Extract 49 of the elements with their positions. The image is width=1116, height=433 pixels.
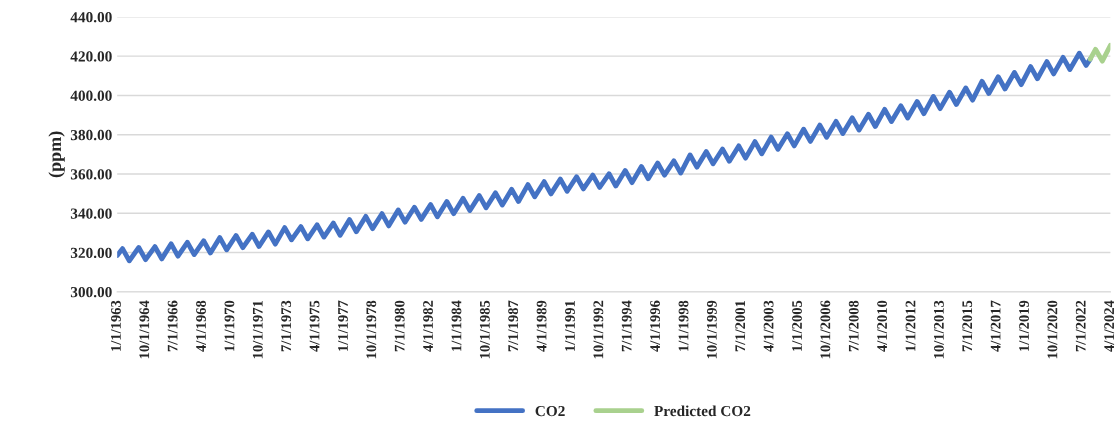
- y-tick-label: 380.00: [70, 129, 112, 141]
- x-tick-label: 10/1/2006: [820, 300, 831, 359]
- x-tick-label: 1/1/1963: [111, 300, 121, 351]
- y-tick-label: 420.00: [70, 51, 112, 62]
- x-tick-label: 10/1/1985: [479, 300, 490, 359]
- legend-label: Predicted CO2: [654, 405, 751, 417]
- x-tick-label: 7/1/1973: [281, 300, 292, 352]
- x-tick-label: 1/1/1998: [678, 300, 689, 351]
- y-axis-title: (ppm): [48, 131, 65, 178]
- x-tick-label: 10/1/2020: [1047, 300, 1058, 359]
- x-tick-label: 7/1/2015: [962, 300, 973, 352]
- x-tick-label: 10/1/1964: [139, 300, 150, 359]
- x-tick-label: 7/1/1966: [167, 300, 178, 352]
- x-tick-label: 1/1/1991: [565, 300, 575, 351]
- x-tick-label: 10/1/1971: [252, 300, 263, 359]
- x-tick-label: 4/1/2010: [877, 300, 888, 352]
- x-tick-label: 4/1/1982: [423, 300, 433, 352]
- y-tick-label: 320.00: [70, 247, 112, 259]
- x-tick-label: 7/1/1987: [508, 300, 519, 352]
- x-tick-label: 1/1/2005: [792, 300, 802, 351]
- x-tick-label: 4/1/1989: [536, 300, 547, 352]
- x-tick-label: 7/1/1980: [394, 300, 405, 352]
- y-tick-label: 300.00: [70, 286, 112, 298]
- x-tick-label: 4/1/2024: [1104, 300, 1115, 352]
- x-tick-label: 10/1/1992: [593, 300, 604, 359]
- y-tick-label: 340.00: [70, 208, 112, 219]
- line-series: [117, 50, 1093, 264]
- x-tick-label: 1/1/2012: [905, 300, 916, 351]
- y-tick-label: 400.00: [70, 90, 112, 101]
- x-tick-label: 1/1/2019: [1019, 300, 1029, 351]
- legend-label: CO2: [535, 405, 565, 417]
- x-tick-label: 4/1/1968: [196, 300, 206, 352]
- line-series: [1087, 42, 1111, 64]
- x-tick-label: 4/1/1975: [309, 300, 320, 352]
- y-tick-label: 440.00: [70, 12, 112, 23]
- x-tick-label: 10/1/1978: [366, 300, 377, 359]
- x-tick-label: 4/1/2017: [990, 300, 1001, 352]
- x-tick-label: 7/1/1994: [621, 300, 632, 352]
- x-tick-label: 10/1/1999: [706, 300, 717, 359]
- x-tick-label: 4/1/2003: [763, 300, 774, 352]
- x-tick-label: 7/1/2008: [848, 300, 859, 352]
- x-tick-label: 1/1/1977: [338, 300, 348, 351]
- x-tick-label: 7/1/2022: [1075, 300, 1086, 352]
- x-tick-label: 4/1/1996: [650, 300, 661, 352]
- x-tick-label: 10/1/2013: [933, 300, 944, 359]
- x-tick-label: 1/1/1970: [224, 300, 235, 351]
- x-tick-label: 7/1/2001: [735, 300, 746, 352]
- x-tick-label: 1/1/1984: [451, 300, 462, 351]
- y-tick-label: 360.00: [70, 169, 112, 180]
